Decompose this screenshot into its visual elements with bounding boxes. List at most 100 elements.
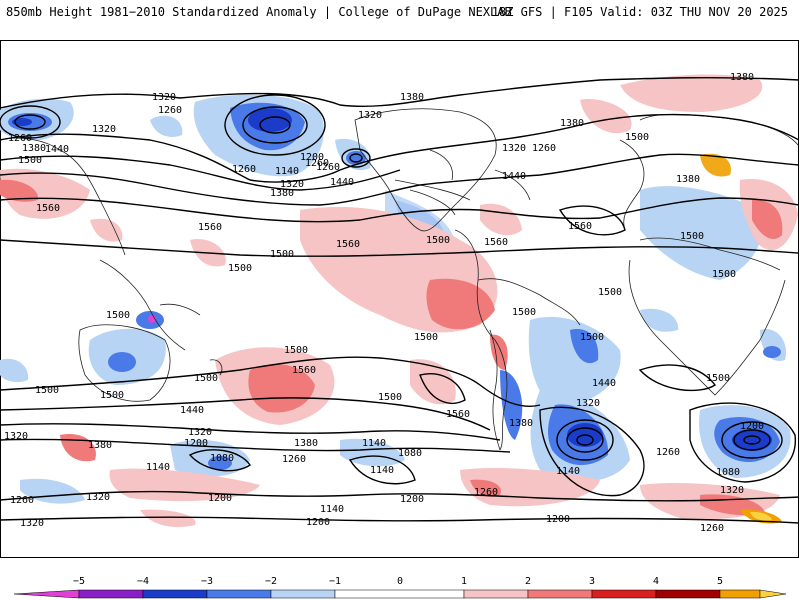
contour-label: 1380	[730, 72, 754, 83]
colorbar-swatch	[270, 589, 336, 599]
contour-label: 1560	[446, 409, 470, 420]
contour-label: 1560	[198, 222, 222, 233]
contour-label: 1260	[10, 495, 34, 506]
contour-label: 1500	[680, 231, 704, 242]
height-contours	[0, 76, 799, 524]
contour-label: 1500	[512, 307, 536, 318]
contour-label: 1200	[740, 421, 764, 432]
colorbar-swatch	[334, 589, 465, 599]
contour-label: 1320	[280, 179, 304, 190]
contour-label: 1140	[370, 465, 394, 476]
contour-label: 1500	[426, 235, 450, 246]
contour-label: 1560	[36, 203, 60, 214]
colorbar-swatch	[719, 589, 761, 599]
contour-label: 1200	[306, 517, 330, 528]
contour-label: 1500	[712, 269, 736, 280]
contour-label: 1080	[398, 448, 422, 459]
contour-label: 1320	[576, 398, 600, 409]
contour-label: 1380	[676, 174, 700, 185]
model-valid-time: 18Z GFS | F105 Valid: 03Z THU NOV 20 202…	[491, 5, 788, 19]
contour-label: 1080	[210, 453, 234, 464]
contour-label: 1200	[300, 152, 324, 163]
contour-label: 1380	[88, 440, 112, 451]
contour-label: 1260	[474, 487, 498, 498]
contour-label: 1500	[270, 249, 294, 260]
contour-label: 1260	[305, 158, 329, 169]
colorbar-tick: −1	[329, 576, 341, 587]
colorbar-tick-labels: −5 −4 −3 −2 −1 0 1 2 3 4 5	[73, 576, 723, 587]
contour-labels: 1320 1260 1260 1320 1380 1380 1320 1380 …	[4, 72, 764, 534]
colorbar-tick: 4	[653, 576, 659, 587]
contour-label: 1260	[656, 447, 680, 458]
contour-label: 1380	[294, 438, 318, 449]
colorbar-swatch	[78, 589, 144, 599]
contour-label: 1500	[284, 345, 308, 356]
contour-label: 1500	[706, 373, 730, 384]
colorbar-tick: 3	[589, 576, 595, 587]
colorbar-tick: −4	[137, 576, 149, 587]
colorbar-swatch	[655, 589, 721, 599]
contour-label: 1200	[184, 438, 208, 449]
contour-label: 1380	[560, 118, 584, 129]
contour-label: 1200	[400, 494, 424, 505]
contour-label: 1500	[106, 310, 130, 321]
contour-label: 1440	[502, 171, 526, 182]
contour-label: 1200	[546, 514, 570, 525]
contour-label: 1080	[716, 467, 740, 478]
contour-label: 1560	[484, 237, 508, 248]
colorbar-tick: −5	[73, 576, 85, 587]
contour-label: 1320	[720, 485, 744, 496]
colorbar-tick: −3	[201, 576, 213, 587]
contour-label: 1440	[330, 177, 354, 188]
colorbar-swatch	[463, 589, 529, 599]
contour-label: 1380	[270, 188, 294, 199]
contour-label: 1500	[228, 263, 252, 274]
contour-label: 1380	[22, 143, 46, 154]
contour-label: 1500	[580, 332, 604, 343]
colorbar-swatches	[13, 589, 787, 599]
contour-label: 1500	[194, 373, 218, 384]
contour-label: 1440	[592, 378, 616, 389]
contour-label: 1260	[232, 164, 256, 175]
contour-label: 1320	[92, 124, 116, 135]
contour-label: 1380	[400, 92, 424, 103]
contour-label: 1500	[598, 287, 622, 298]
positive-anomaly-shading	[0, 74, 798, 528]
contour-label: 1320	[358, 110, 382, 121]
contour-label: 1140	[556, 466, 580, 477]
colorbar-swatch	[13, 589, 80, 599]
colorbar-swatch	[591, 589, 657, 599]
contour-label: 1200	[208, 493, 232, 504]
contour-label: 1500	[625, 132, 649, 143]
contour-label: 1320	[188, 427, 212, 438]
colorbar-tick: 1	[461, 576, 467, 587]
anomaly-colorbar: −5 −4 −3 −2 −1 0 1 2 3 4 5	[13, 576, 787, 599]
colorbar-swatch	[206, 589, 272, 599]
contour-label: 1260	[532, 143, 556, 154]
contour-label: 1500	[414, 332, 438, 343]
anomaly-map: 1320 1260 1260 1320 1380 1380 1320 1380 …	[0, 40, 799, 558]
contour-label: 1500	[100, 390, 124, 401]
contour-label: 1320	[502, 143, 526, 154]
contour-label: 1260	[282, 454, 306, 465]
contour-label: 1440	[45, 144, 69, 155]
contour-label: 1140	[146, 462, 170, 473]
contour-label: 1500	[18, 155, 42, 166]
contour-label: 1560	[336, 239, 360, 250]
colorbar-tick: 5	[717, 576, 723, 587]
contour-label: 1500	[378, 392, 402, 403]
contour-label: 1260	[8, 133, 32, 144]
colorbar-swatch	[142, 589, 208, 599]
contour-label: 1500	[35, 385, 59, 396]
colorbar-swatch	[759, 589, 787, 599]
colorbar-swatch	[527, 589, 593, 599]
contour-label: 1320	[20, 518, 44, 529]
contour-label: 1560	[292, 365, 316, 376]
contour-label: 1140	[275, 166, 299, 177]
contour-label: 1260	[158, 105, 182, 116]
contour-label: 1320	[4, 431, 28, 442]
contour-label: 1260	[700, 523, 724, 534]
contour-label: 1260	[316, 162, 340, 173]
contour-label: 1140	[362, 438, 386, 449]
colorbar-tick: 0	[397, 576, 403, 587]
